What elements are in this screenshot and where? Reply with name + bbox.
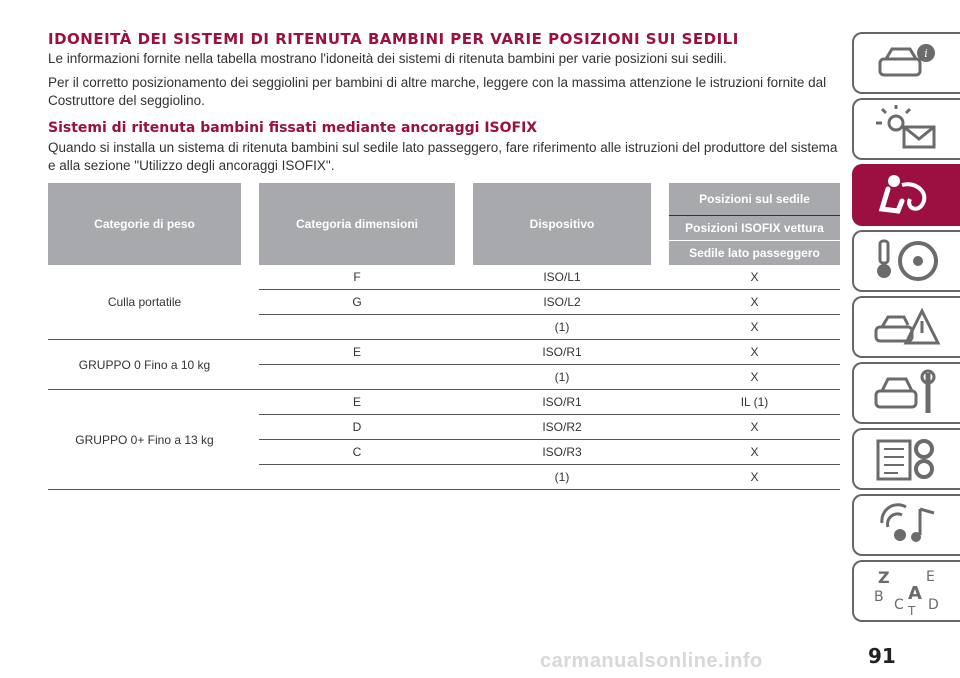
passenger-seat-cell: X xyxy=(669,314,840,340)
svg-text:E: E xyxy=(926,569,935,585)
chapter-tab[interactable]: i xyxy=(852,32,960,94)
isofix-paragraph: Quando si installa un sistema di ritenut… xyxy=(48,140,838,173)
device-cell: ISO/R1 xyxy=(473,389,651,415)
table-row: (1) X xyxy=(48,364,840,390)
passenger-seat-cell: X xyxy=(669,464,840,490)
passenger-seat-cell: X xyxy=(669,414,840,440)
chapter-tab[interactable] xyxy=(852,164,960,226)
device-cell: ISO/L2 xyxy=(473,289,651,315)
table-row: Culla portatile F ISO/L1 X xyxy=(48,265,840,340)
device-cell: ISO/L1 xyxy=(473,265,651,290)
car-maintenance-icon xyxy=(874,369,936,413)
seat-safety-icon xyxy=(878,175,927,214)
device-cell: ISO/R3 xyxy=(473,439,651,465)
chapter-tab[interactable] xyxy=(852,230,960,292)
size-category-cell: F xyxy=(259,265,455,290)
index-icon: Z E B AC D T xyxy=(874,568,939,615)
instructions-paragraph: Per il corretto posizionamento dei seggi… xyxy=(48,75,827,108)
passenger-seat-cell: X xyxy=(669,289,840,315)
specifications-icon xyxy=(876,439,934,481)
device-cell: ISO/R1 xyxy=(473,339,651,365)
table-row: GRUPPO 0+ Fino a 13 kg E ISO/R1 IL (1) xyxy=(48,389,840,490)
chapter-tab[interactable] xyxy=(852,98,960,160)
watermark: carmanualsonline.info xyxy=(540,650,763,672)
isofix-table: Categorie di peso Categoria dimensioni D… xyxy=(48,183,840,490)
header-size: Categoria dimensioni xyxy=(259,183,455,265)
size-category-cell xyxy=(259,314,455,340)
passenger-seat-cell: X xyxy=(669,439,840,465)
table-row: D ISO/R2 X xyxy=(48,414,840,440)
device-cell: (1) xyxy=(473,364,651,390)
table-row: GRUPPO 0 Fino a 10 kg E ISO/R1 X xyxy=(48,339,840,390)
multimedia-icon xyxy=(880,503,935,542)
svg-text:B: B xyxy=(874,589,884,605)
chapter-tab[interactable] xyxy=(852,494,960,556)
key-steering-icon xyxy=(877,239,938,281)
car-info-icon: i xyxy=(878,44,935,77)
size-category-cell: D xyxy=(259,414,455,440)
weight-category-cell: GRUPPO 0+ Fino a 13 kg xyxy=(48,389,241,490)
device-cell: ISO/R2 xyxy=(473,414,651,440)
passenger-seat-cell: X xyxy=(669,364,840,390)
size-category-cell xyxy=(259,464,455,490)
size-category-cell: E xyxy=(259,339,455,365)
device-cell: (1) xyxy=(473,314,651,340)
size-category-cell: E xyxy=(259,389,455,415)
page-title: IDONEITÀ DEI SISTEMI DI RITENUTA BAMBINI… xyxy=(48,30,739,48)
svg-text:D: D xyxy=(928,597,939,613)
svg-text:i: i xyxy=(924,47,928,60)
passenger-seat-cell: IL (1) xyxy=(669,389,840,415)
content: IDONEITÀ DEI SISTEMI DI RITENUTA BAMBINI… xyxy=(48,30,840,175)
svg-text:T: T xyxy=(907,604,916,615)
size-category-cell xyxy=(259,364,455,390)
section-subtitle: Sistemi di ritenuta bambini fissati medi… xyxy=(48,120,538,136)
chapter-tab[interactable] xyxy=(852,428,960,490)
size-category-cell: G xyxy=(259,289,455,315)
table-row: (1) X xyxy=(48,314,840,340)
page-number: 91 xyxy=(868,644,896,668)
svg-text:C: C xyxy=(894,597,904,613)
chapter-tab[interactable] xyxy=(852,362,960,424)
size-category-cell: C xyxy=(259,439,455,465)
table-row: G ISO/L2 X xyxy=(48,289,840,315)
header-passenger: Sedile lato passeggero xyxy=(669,240,840,265)
weight-category-cell: Culla portatile xyxy=(48,265,241,340)
weight-category-cell: GRUPPO 0 Fino a 10 kg xyxy=(48,339,241,390)
svg-text:Z: Z xyxy=(878,568,890,587)
header-positions: Posizioni sul sedile xyxy=(669,183,840,216)
table-row: C ISO/R3 X xyxy=(48,439,840,465)
table-row: (1) X xyxy=(48,464,840,490)
svg-text:A: A xyxy=(908,583,922,604)
passenger-seat-cell: X xyxy=(669,339,840,365)
device-cell: (1) xyxy=(473,464,651,490)
header-device: Dispositivo xyxy=(473,183,651,265)
emergency-icon xyxy=(874,307,941,345)
chapter-tab[interactable] xyxy=(852,296,960,358)
intro-paragraph: Le informazioni fornite nella tabella mo… xyxy=(48,51,727,66)
header-weight: Categorie di peso xyxy=(48,183,241,265)
warning-lights-icon xyxy=(876,105,936,149)
passenger-seat-cell: X xyxy=(669,265,840,290)
header-isofix: Posizioni ISOFIX vettura xyxy=(669,215,840,241)
